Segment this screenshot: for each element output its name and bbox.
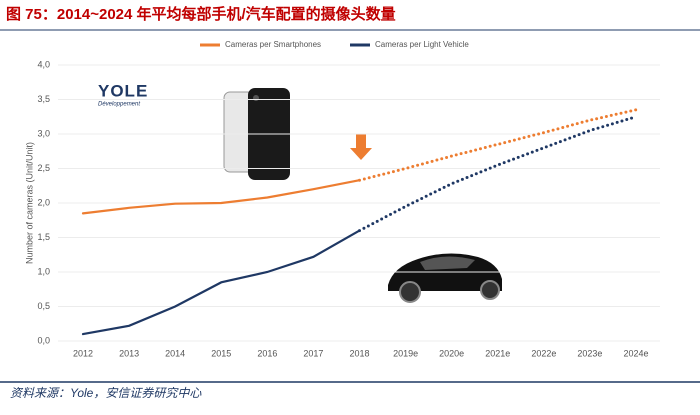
y-tick-label: 0,5 (37, 301, 50, 311)
logo-name: YOLE (98, 81, 148, 100)
source: 资料来源：Yole，安信证券研究中心 (10, 386, 202, 400)
logo-tagline: Développement (98, 102, 140, 108)
series-line (81, 229, 361, 336)
y-tick-label: 3,5 (37, 94, 50, 104)
x-tick-label: 2019e (393, 348, 418, 358)
x-tick-label: 2021e (485, 348, 510, 358)
y-tick-label: 4,0 (37, 59, 50, 69)
legend-label: Cameras per Light Vehicle (375, 40, 469, 49)
x-tick-label: 2024e (623, 348, 648, 358)
x-tick-label: 2016 (257, 348, 277, 358)
x-tick-label: 2017 (303, 348, 323, 358)
x-tick-label: 2023e (577, 348, 602, 358)
series-line (81, 179, 361, 215)
x-tick-label: 2014 (165, 348, 185, 358)
x-tick-label: 2015 (211, 348, 231, 358)
y-tick-label: 2,5 (37, 163, 50, 173)
x-tick-label: 2012 (73, 348, 93, 358)
car-image (388, 253, 502, 303)
y-axis-label: Number of cameras (Unit/Unit) (24, 142, 34, 264)
x-tick-label: 2018 (349, 348, 369, 358)
x-tick-label: 2020e (439, 348, 464, 358)
x-tick-label: 2022e (531, 348, 556, 358)
chart-title: 图 75：2014~2024 年平均每部手机/汽车配置的摄像头数量 (6, 5, 396, 23)
series-line (358, 108, 638, 182)
y-tick-label: 0,0 (37, 335, 50, 345)
y-tick-label: 1,0 (37, 266, 50, 276)
y-tick-label: 3,0 (37, 128, 50, 138)
y-tick-label: 1,5 (37, 232, 50, 242)
x-tick-label: 2013 (119, 348, 139, 358)
legend-label: Cameras per Smartphones (225, 40, 321, 49)
y-tick-label: 2,0 (37, 197, 50, 207)
arrow (350, 134, 372, 160)
